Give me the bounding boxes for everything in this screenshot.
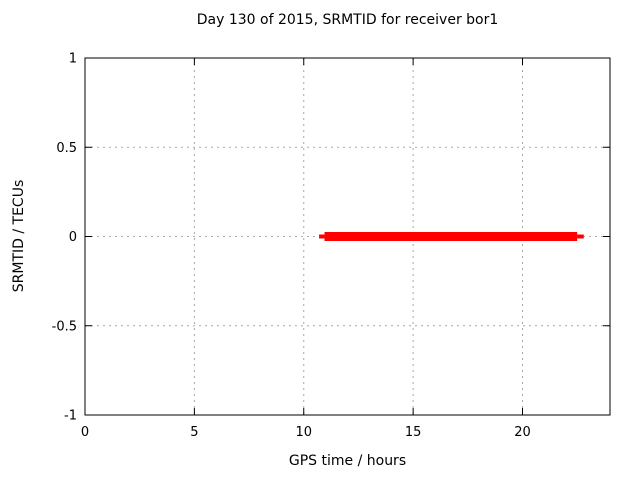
chart-title: Day 130 of 2015, SRMTID for receiver bor… — [196, 12, 499, 28]
y-tick-label: 1 — [69, 52, 77, 67]
x-tick-label: 10 — [295, 425, 312, 440]
y-tick-label: 0 — [69, 230, 77, 245]
x-tick-label: 20 — [514, 425, 531, 440]
y-tick-label: 0.5 — [56, 141, 77, 156]
x-tick-label: 5 — [190, 425, 198, 440]
y-tick-label: -0.5 — [52, 319, 77, 334]
x-axis-title: GPS time / hours — [288, 453, 407, 469]
y-tick-label: -1 — [64, 409, 77, 424]
x-tick-label: 0 — [81, 425, 89, 440]
y-axis-title: SRMTID / TECUs — [11, 179, 27, 293]
x-tick-label: 15 — [405, 425, 422, 440]
